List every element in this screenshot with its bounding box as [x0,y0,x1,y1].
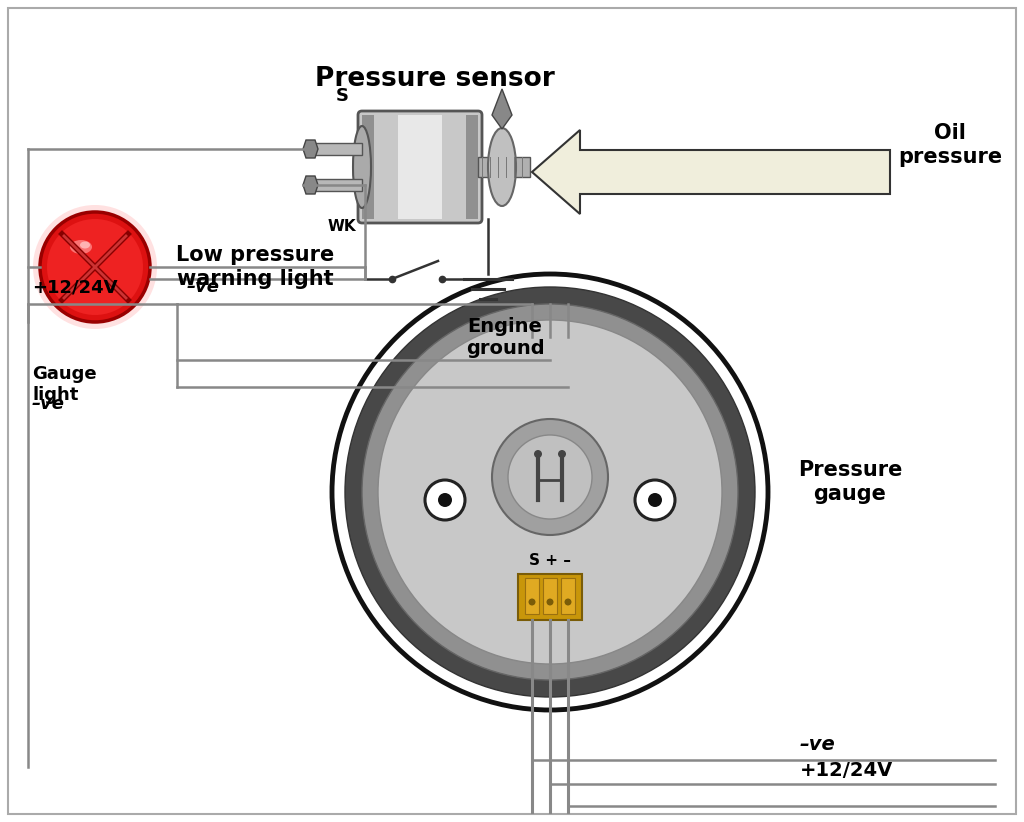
Circle shape [564,598,571,606]
Circle shape [332,274,768,710]
Polygon shape [303,176,318,194]
Text: Gauge
light: Gauge light [32,365,96,404]
Text: Low pressure
warning light: Low pressure warning light [176,246,334,289]
Ellipse shape [488,128,516,206]
Text: –ve: –ve [32,395,65,413]
Ellipse shape [80,242,90,248]
Text: WK: WK [328,219,356,234]
Text: Engine
ground: Engine ground [466,317,545,358]
Ellipse shape [70,240,92,254]
Bar [312,144,362,155]
Circle shape [33,205,157,329]
Polygon shape [303,140,318,158]
Polygon shape [492,89,512,129]
Text: S: S [336,87,348,105]
Text: Oil
pressure: Oil pressure [898,123,1002,167]
Circle shape [635,480,675,520]
Circle shape [508,435,592,519]
Bar [525,578,539,614]
Circle shape [40,212,150,322]
Circle shape [425,480,465,520]
Circle shape [47,219,143,315]
Text: –ve: –ve [800,735,836,754]
Bar [518,574,582,620]
Bar [398,115,442,219]
Bar [362,115,374,219]
Ellipse shape [353,126,371,208]
Bar [543,578,557,614]
Circle shape [492,419,608,535]
FancyBboxPatch shape [358,111,482,223]
Text: Pressure sensor: Pressure sensor [315,66,555,92]
Bar [478,157,530,177]
Text: –ve: –ve [187,278,220,296]
Text: Pressure
gauge: Pressure gauge [798,460,902,504]
Text: S + –: S + – [529,553,571,568]
Bar [561,578,575,614]
Text: +12/24V: +12/24V [800,761,893,780]
Text: +12/24V: +12/24V [32,278,118,296]
Circle shape [558,450,566,458]
Polygon shape [532,130,890,214]
Circle shape [534,450,542,458]
Circle shape [547,598,554,606]
Circle shape [378,320,722,664]
Circle shape [528,598,536,606]
Circle shape [345,287,755,697]
Circle shape [362,304,738,680]
Bar [312,179,362,191]
Circle shape [648,493,662,507]
Bar [466,115,478,219]
Circle shape [438,493,452,507]
